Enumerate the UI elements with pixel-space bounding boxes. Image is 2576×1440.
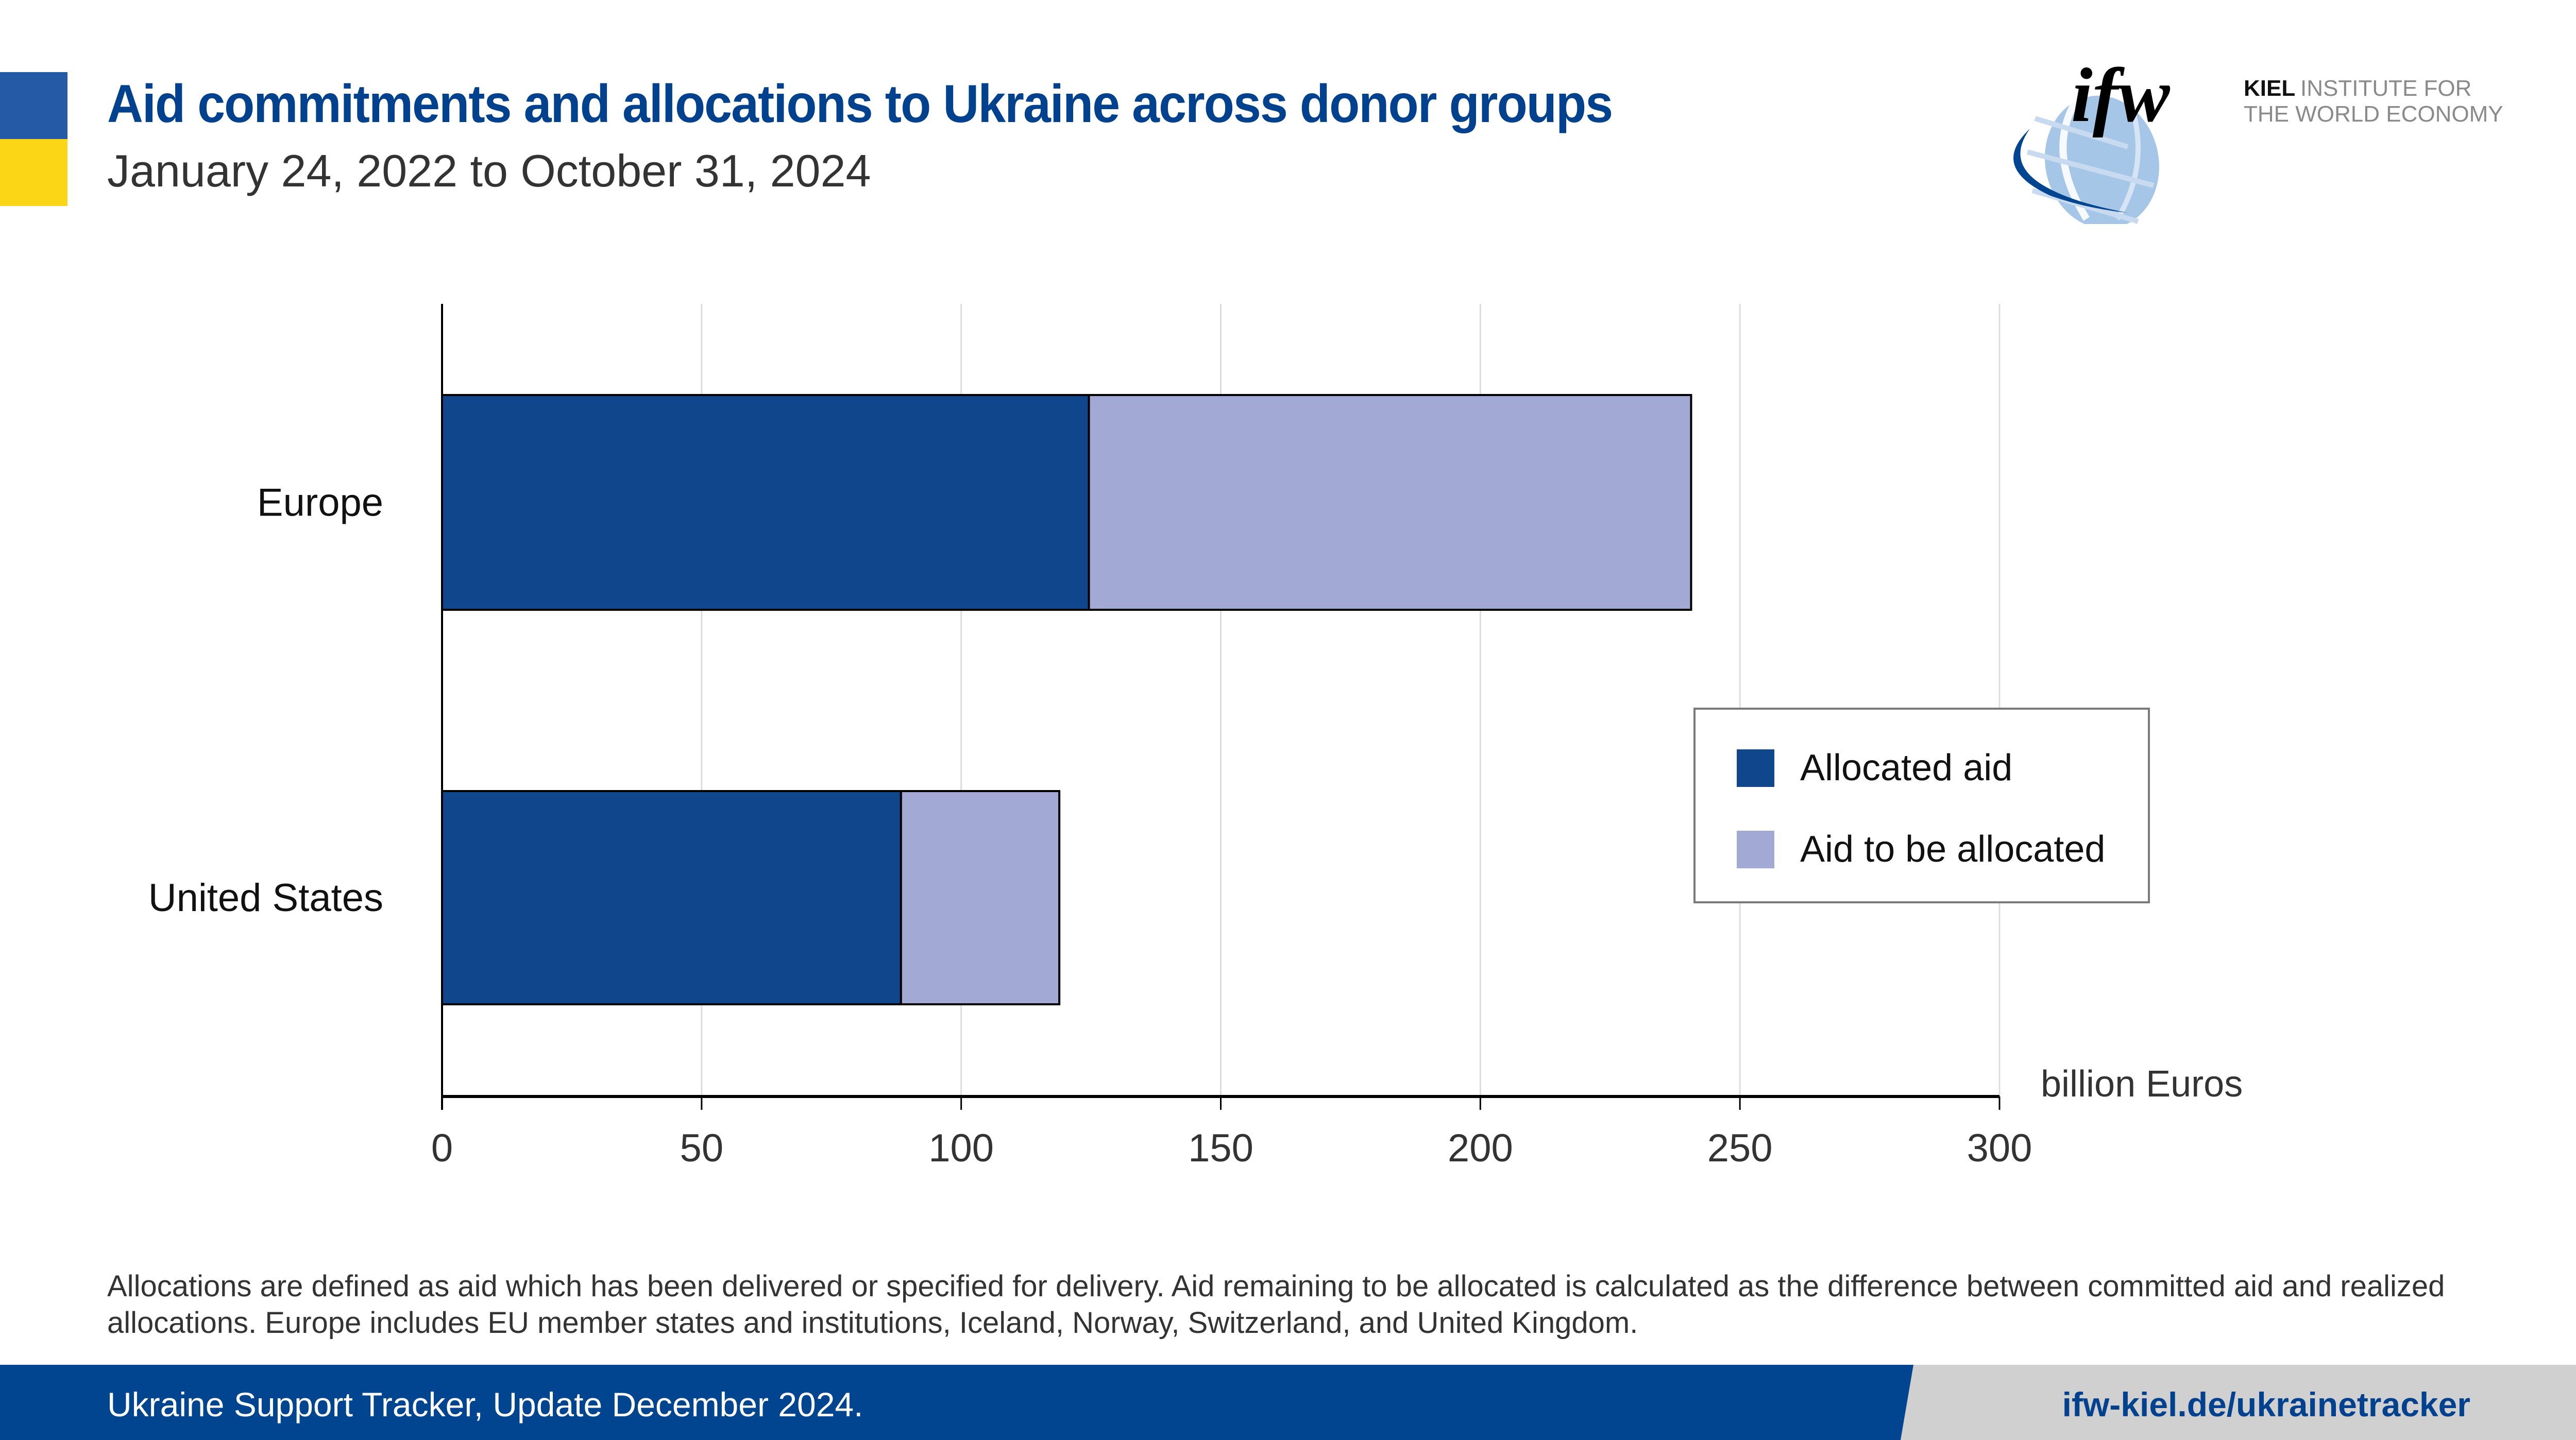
x-tick-label: 200 (1448, 1126, 1513, 1170)
x-tick-label: 300 (1967, 1126, 2032, 1170)
x-tick-label: 0 (431, 1126, 453, 1170)
legend: Allocated aid Aid to be allocated (1693, 708, 2150, 903)
globe-icon: ifw (2013, 53, 2171, 224)
bars (441, 394, 1692, 1005)
footer-url-link[interactable]: ifw-kiel.de/ukrainetracker (2062, 1385, 2470, 1424)
bar-europe-allocated (441, 394, 1090, 611)
chart-subtitle: January 24, 2022 to October 31, 2024 (107, 145, 871, 196)
legend-item-allocated: Allocated aid (1737, 747, 2012, 789)
legend-swatch-allocated (1737, 749, 1774, 787)
legend-label-allocated: Allocated aid (1800, 747, 2013, 788)
x-tick-label: 100 (928, 1126, 994, 1170)
bar-europe-to-be-allocated (1088, 394, 1692, 611)
bar-united-states-allocated (441, 790, 902, 1005)
footer-source-text: Ukraine Support Tracker, Update December… (107, 1385, 863, 1424)
x-tick-label: 250 (1707, 1126, 1773, 1170)
logo-kiel-text: KIEL (2244, 76, 2296, 101)
flag-yellow-stripe (0, 139, 67, 206)
svg-text:ifw: ifw (2071, 53, 2171, 138)
category-labels: Europe United States (148, 481, 383, 920)
category-label: United States (148, 876, 383, 920)
footer-link-panel (1901, 1365, 2576, 1440)
legend-item-to-be-allocated: Aid to be allocated (1737, 828, 2105, 870)
bar-chart: 0 50 100 150 200 250 300 Europe United States b… (148, 304, 2243, 1170)
x-tick-label: 50 (680, 1126, 724, 1170)
footnote: Allocations are defined as aid which has… (107, 1270, 2445, 1340)
chart-title: Aid commitments and allocations to Ukrai… (107, 74, 1613, 134)
logo-institute-text: INSTITUTE FOR (2300, 76, 2472, 101)
category-label: Europe (257, 481, 383, 525)
x-axis-unit-label: billion Euros (2041, 1064, 2243, 1105)
legend-label-to-be-allocated: Aid to be allocated (1800, 829, 2106, 870)
logo-world-economy-text: THE WORLD ECONOMY (2244, 101, 2503, 127)
bar-united-states-to-be-allocated (900, 790, 1061, 1005)
x-ticks: 0 50 100 150 200 250 300 (431, 1096, 2032, 1170)
legend-swatch-to-be-allocated (1737, 830, 1774, 868)
flag-blue-stripe (0, 72, 67, 139)
x-tick-label: 150 (1188, 1126, 1253, 1170)
ifw-logo: ifw KIEL INSTITUTE FOR THE WORLD ECONOMY (1999, 49, 2504, 224)
